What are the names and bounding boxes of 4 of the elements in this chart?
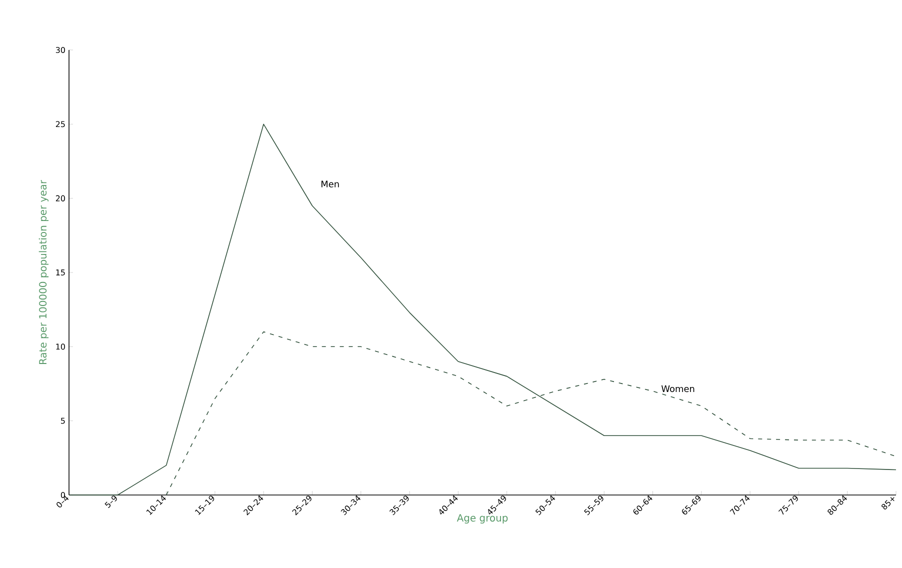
series-label: Women xyxy=(661,385,694,392)
x-axis-title: Age group xyxy=(456,514,508,524)
series-label: Men xyxy=(322,180,339,188)
y-axis-title: Rate per 100000 population per year xyxy=(38,180,49,364)
